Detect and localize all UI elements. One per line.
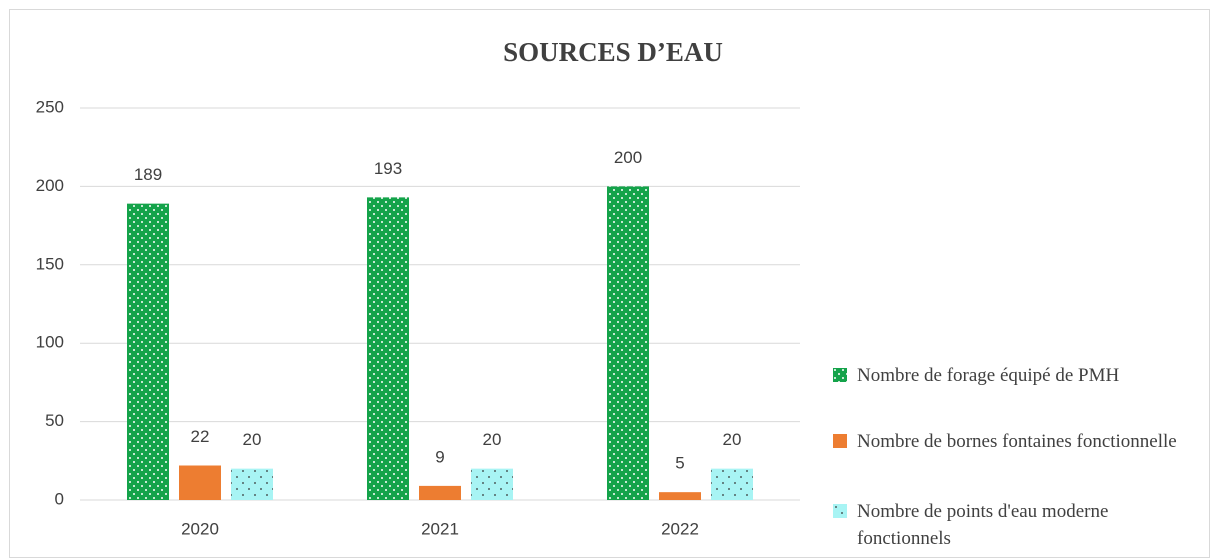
legend-item: Nombre de points d'eau moderne fonctionn…: [833, 498, 1178, 552]
bar: [231, 468, 273, 500]
bar: [659, 492, 701, 500]
legend-swatch: [833, 504, 847, 518]
data-label: 5: [675, 454, 684, 473]
bar: [127, 203, 169, 500]
bar: [607, 186, 649, 500]
x-tick-label: 2020: [181, 519, 219, 538]
data-label: 200: [614, 148, 642, 167]
x-tick-label: 2021: [421, 519, 459, 538]
data-label: 9: [435, 447, 444, 466]
legend-item: Nombre de forage équipé de PMH: [833, 362, 1178, 389]
legend-swatch: [833, 434, 847, 448]
legend-label: Nombre de bornes fontaines fonctionnelle: [857, 431, 1177, 452]
legend-swatch: [833, 368, 847, 382]
bar: [367, 197, 409, 500]
data-label: 20: [483, 430, 502, 449]
data-label: 189: [134, 165, 162, 184]
chart-title: SOURCES D’EAU: [503, 37, 723, 67]
legend-label: Nombre de points d'eau moderne fonctionn…: [857, 501, 1109, 549]
bar: [179, 465, 221, 500]
x-tick-label: 2022: [661, 519, 699, 538]
data-label: 22: [191, 427, 210, 446]
bar: [419, 485, 461, 500]
y-tick-label: 200: [36, 176, 64, 195]
data-label: 20: [243, 430, 262, 449]
legend-swatch-box: [833, 504, 847, 518]
legend-label: Nombre de forage équipé de PMH: [857, 365, 1120, 386]
y-tick-label: 100: [36, 333, 64, 352]
y-tick-label: 150: [36, 254, 64, 273]
legend-swatch-box: [833, 434, 847, 448]
bar: [711, 468, 753, 500]
data-label: 20: [723, 430, 742, 449]
y-tick-label: 50: [45, 411, 64, 430]
data-label: 193: [374, 159, 402, 178]
bar: [471, 468, 513, 500]
y-tick-label: 250: [36, 97, 64, 116]
legend-item: Nombre de bornes fontaines fonctionnelle: [833, 428, 1178, 455]
y-tick-label: 0: [55, 489, 64, 508]
legend-swatch-box: [833, 368, 847, 382]
